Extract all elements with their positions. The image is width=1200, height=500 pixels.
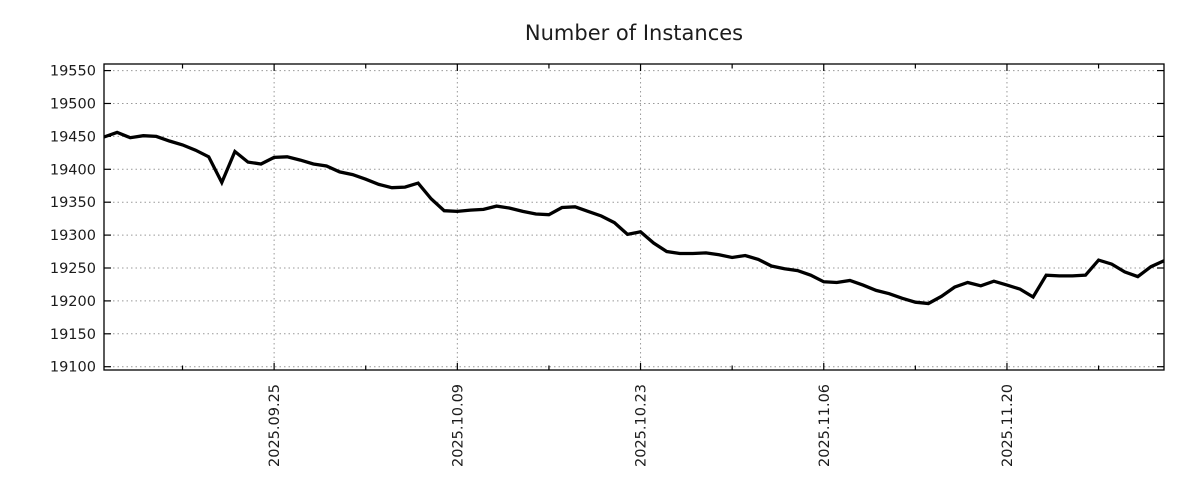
- y-tick-label: 19350: [50, 195, 96, 211]
- y-tick-label: 19250: [50, 261, 96, 277]
- axis-labels: 19100 19150 19200 19250 19300 19350 19400 19450…: [50, 64, 1016, 467]
- y-tick-label: 19100: [50, 360, 96, 376]
- y-tick-label: 19450: [50, 129, 96, 145]
- y-tick-label: 19500: [50, 96, 96, 112]
- y-tick-label: 19400: [50, 162, 96, 178]
- x-tick-label: 2025.10.09: [450, 384, 466, 467]
- gridlines: [104, 64, 1164, 370]
- y-tick-label: 19550: [50, 64, 96, 80]
- x-tick-label: 2025.11.06: [817, 384, 833, 467]
- tick-marks: [104, 64, 1164, 370]
- y-tick-label: 19300: [50, 228, 96, 244]
- y-tick-label: 19150: [50, 327, 96, 343]
- x-tick-label: 2025.10.23: [634, 384, 650, 467]
- chart-title: Number of Instances: [525, 21, 743, 45]
- plot-border: [103, 63, 1165, 371]
- series-line: [103, 130, 1165, 306]
- x-tick-label: 2025.09.25: [267, 384, 283, 467]
- y-tick-label: 19200: [50, 294, 96, 310]
- x-tick-label: 2025.11.20: [1000, 384, 1016, 467]
